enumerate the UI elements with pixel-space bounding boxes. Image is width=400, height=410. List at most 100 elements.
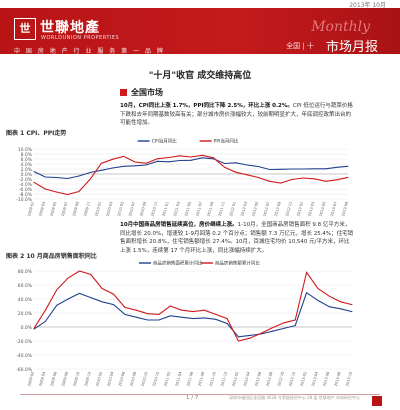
data-point <box>147 319 149 321</box>
data-point <box>272 327 273 329</box>
sales-yoy-line-chart: 80.0% 60.0% 40.0% 20.0% 0.0% -20.0% -40.0% -60.… <box>16 260 353 387</box>
x-tick-label: 2010-08 <box>129 371 137 387</box>
data-point <box>181 309 183 311</box>
x-tick-label: 2013-01 <box>296 201 304 217</box>
report-header-banner: 世 世聯地產 WORLDUNION PROPERTIES 中 国 房 地 产 行… <box>0 8 400 55</box>
paragraph-macro-body: CPI 低位运行与蔬菜价格下跌和去年同期基数较高有关；部分城市房价涨幅较大，较前… <box>120 103 353 126</box>
data-point <box>215 313 217 315</box>
data-point <box>347 165 349 167</box>
data-point <box>203 309 205 311</box>
y-tick-label: 6.0% <box>21 157 33 163</box>
data-point <box>78 270 80 272</box>
x-tick-label: 2009-09 <box>72 201 80 217</box>
data-point <box>158 319 160 321</box>
data-point <box>145 164 147 166</box>
x-tick-label: 2013-02 <box>300 371 308 387</box>
data-point <box>291 179 293 180</box>
x-tick-label: 2009-08 <box>61 371 69 387</box>
x-tick-label: 2011-03 <box>173 201 181 217</box>
series-line-2 <box>33 270 353 342</box>
data-point <box>291 168 293 170</box>
report-date: 2013年 10月 <box>349 2 386 9</box>
x-tick-label: 2011-10 <box>209 371 217 387</box>
data-point <box>302 177 304 179</box>
data-point <box>145 162 147 164</box>
data-point <box>313 178 315 180</box>
x-tick-label: 2012-03 <box>240 201 248 217</box>
data-point <box>100 162 102 164</box>
y-tick-label: -10.0% <box>16 197 33 203</box>
data-point <box>237 340 239 342</box>
data-point <box>90 274 92 275</box>
legend-label: PPI当月同比 <box>214 138 239 145</box>
legend-label: 商品房销售额累计同比 <box>215 260 260 267</box>
data-point <box>294 325 296 327</box>
y-tick-label: 4.0% <box>21 162 33 168</box>
x-tick-label: 2010-03 <box>106 201 114 217</box>
data-point <box>325 180 327 182</box>
x-tick-label: 2013-07 <box>330 201 338 217</box>
data-point <box>55 191 57 193</box>
x-tick-label: 2011-05 <box>184 201 192 217</box>
data-point <box>336 166 338 168</box>
brand-slogan: 中 国 房 地 产 行 业 服 务 第 一 品 牌 <box>14 48 165 55</box>
data-point <box>169 315 171 317</box>
y-tick-label: -40.0% <box>16 353 33 359</box>
data-point <box>33 181 35 183</box>
x-tick-label: 2009-03 <box>38 201 46 217</box>
x-tick-label: 2009-10 <box>73 371 81 387</box>
data-point <box>78 292 80 294</box>
data-point <box>249 337 251 339</box>
y-tick-label: -2.0% <box>19 177 33 183</box>
y-tick-label: -6.0% <box>19 187 33 193</box>
x-tick-label: 2013-04 <box>311 371 319 387</box>
series-line-1 <box>33 157 349 180</box>
data-point <box>123 165 125 167</box>
data-point <box>224 163 226 164</box>
x-tick-label: 2009-11 <box>83 201 91 217</box>
data-point <box>328 295 330 297</box>
series-line-1 <box>33 291 353 338</box>
data-point <box>306 271 308 273</box>
x-tick-label: 2012-08 <box>266 371 274 387</box>
data-point <box>156 158 158 160</box>
x-tick-label: 2009-01 <box>27 201 35 217</box>
x-tick-label: 2013-05 <box>319 201 327 217</box>
data-point <box>67 298 69 300</box>
data-point <box>89 172 91 173</box>
x-tick-label: 2012-04 <box>243 371 251 387</box>
data-point <box>306 292 308 294</box>
x-tick-label: 2009-07 <box>61 201 69 217</box>
data-point <box>135 309 137 311</box>
x-tick-label: 2009-06 <box>50 371 58 387</box>
data-point <box>113 304 114 306</box>
x-tick-label: 2010-11 <box>151 201 159 217</box>
data-point <box>168 157 170 158</box>
data-point <box>235 162 237 164</box>
paragraph-macro-lead: 10月，CPI同比上涨 1.7%，PPI同比下降 2.5%，环比上涨 0.2%。 <box>120 103 293 109</box>
y-tick-label: 10.0% <box>18 147 33 153</box>
x-tick-label: 2011-01 <box>162 201 170 217</box>
data-point <box>44 176 46 178</box>
data-point <box>203 317 205 319</box>
data-point <box>226 323 228 324</box>
x-tick-label: 2011-07 <box>195 201 203 217</box>
data-point <box>134 165 136 167</box>
data-point <box>313 168 315 170</box>
x-tick-label: 2012-12 <box>288 371 296 387</box>
x-tick-label: 2010-05 <box>117 201 125 217</box>
data-point <box>123 155 125 157</box>
data-point <box>283 327 285 329</box>
data-point <box>351 311 353 313</box>
data-point <box>212 157 214 159</box>
data-point <box>124 313 126 315</box>
y-tick-label: 0.0% <box>21 172 33 178</box>
data-point <box>101 288 103 289</box>
data-point <box>89 178 91 180</box>
monthly-word: Monthly <box>311 19 370 35</box>
data-point <box>201 157 203 159</box>
paragraph-sales-lead: 10月中国商品房销售延续高位，房价继续上涨。 <box>120 222 238 228</box>
x-tick-label: 2011-04 <box>175 371 183 387</box>
footer-logo-icon <box>372 396 382 406</box>
data-point <box>215 318 217 320</box>
